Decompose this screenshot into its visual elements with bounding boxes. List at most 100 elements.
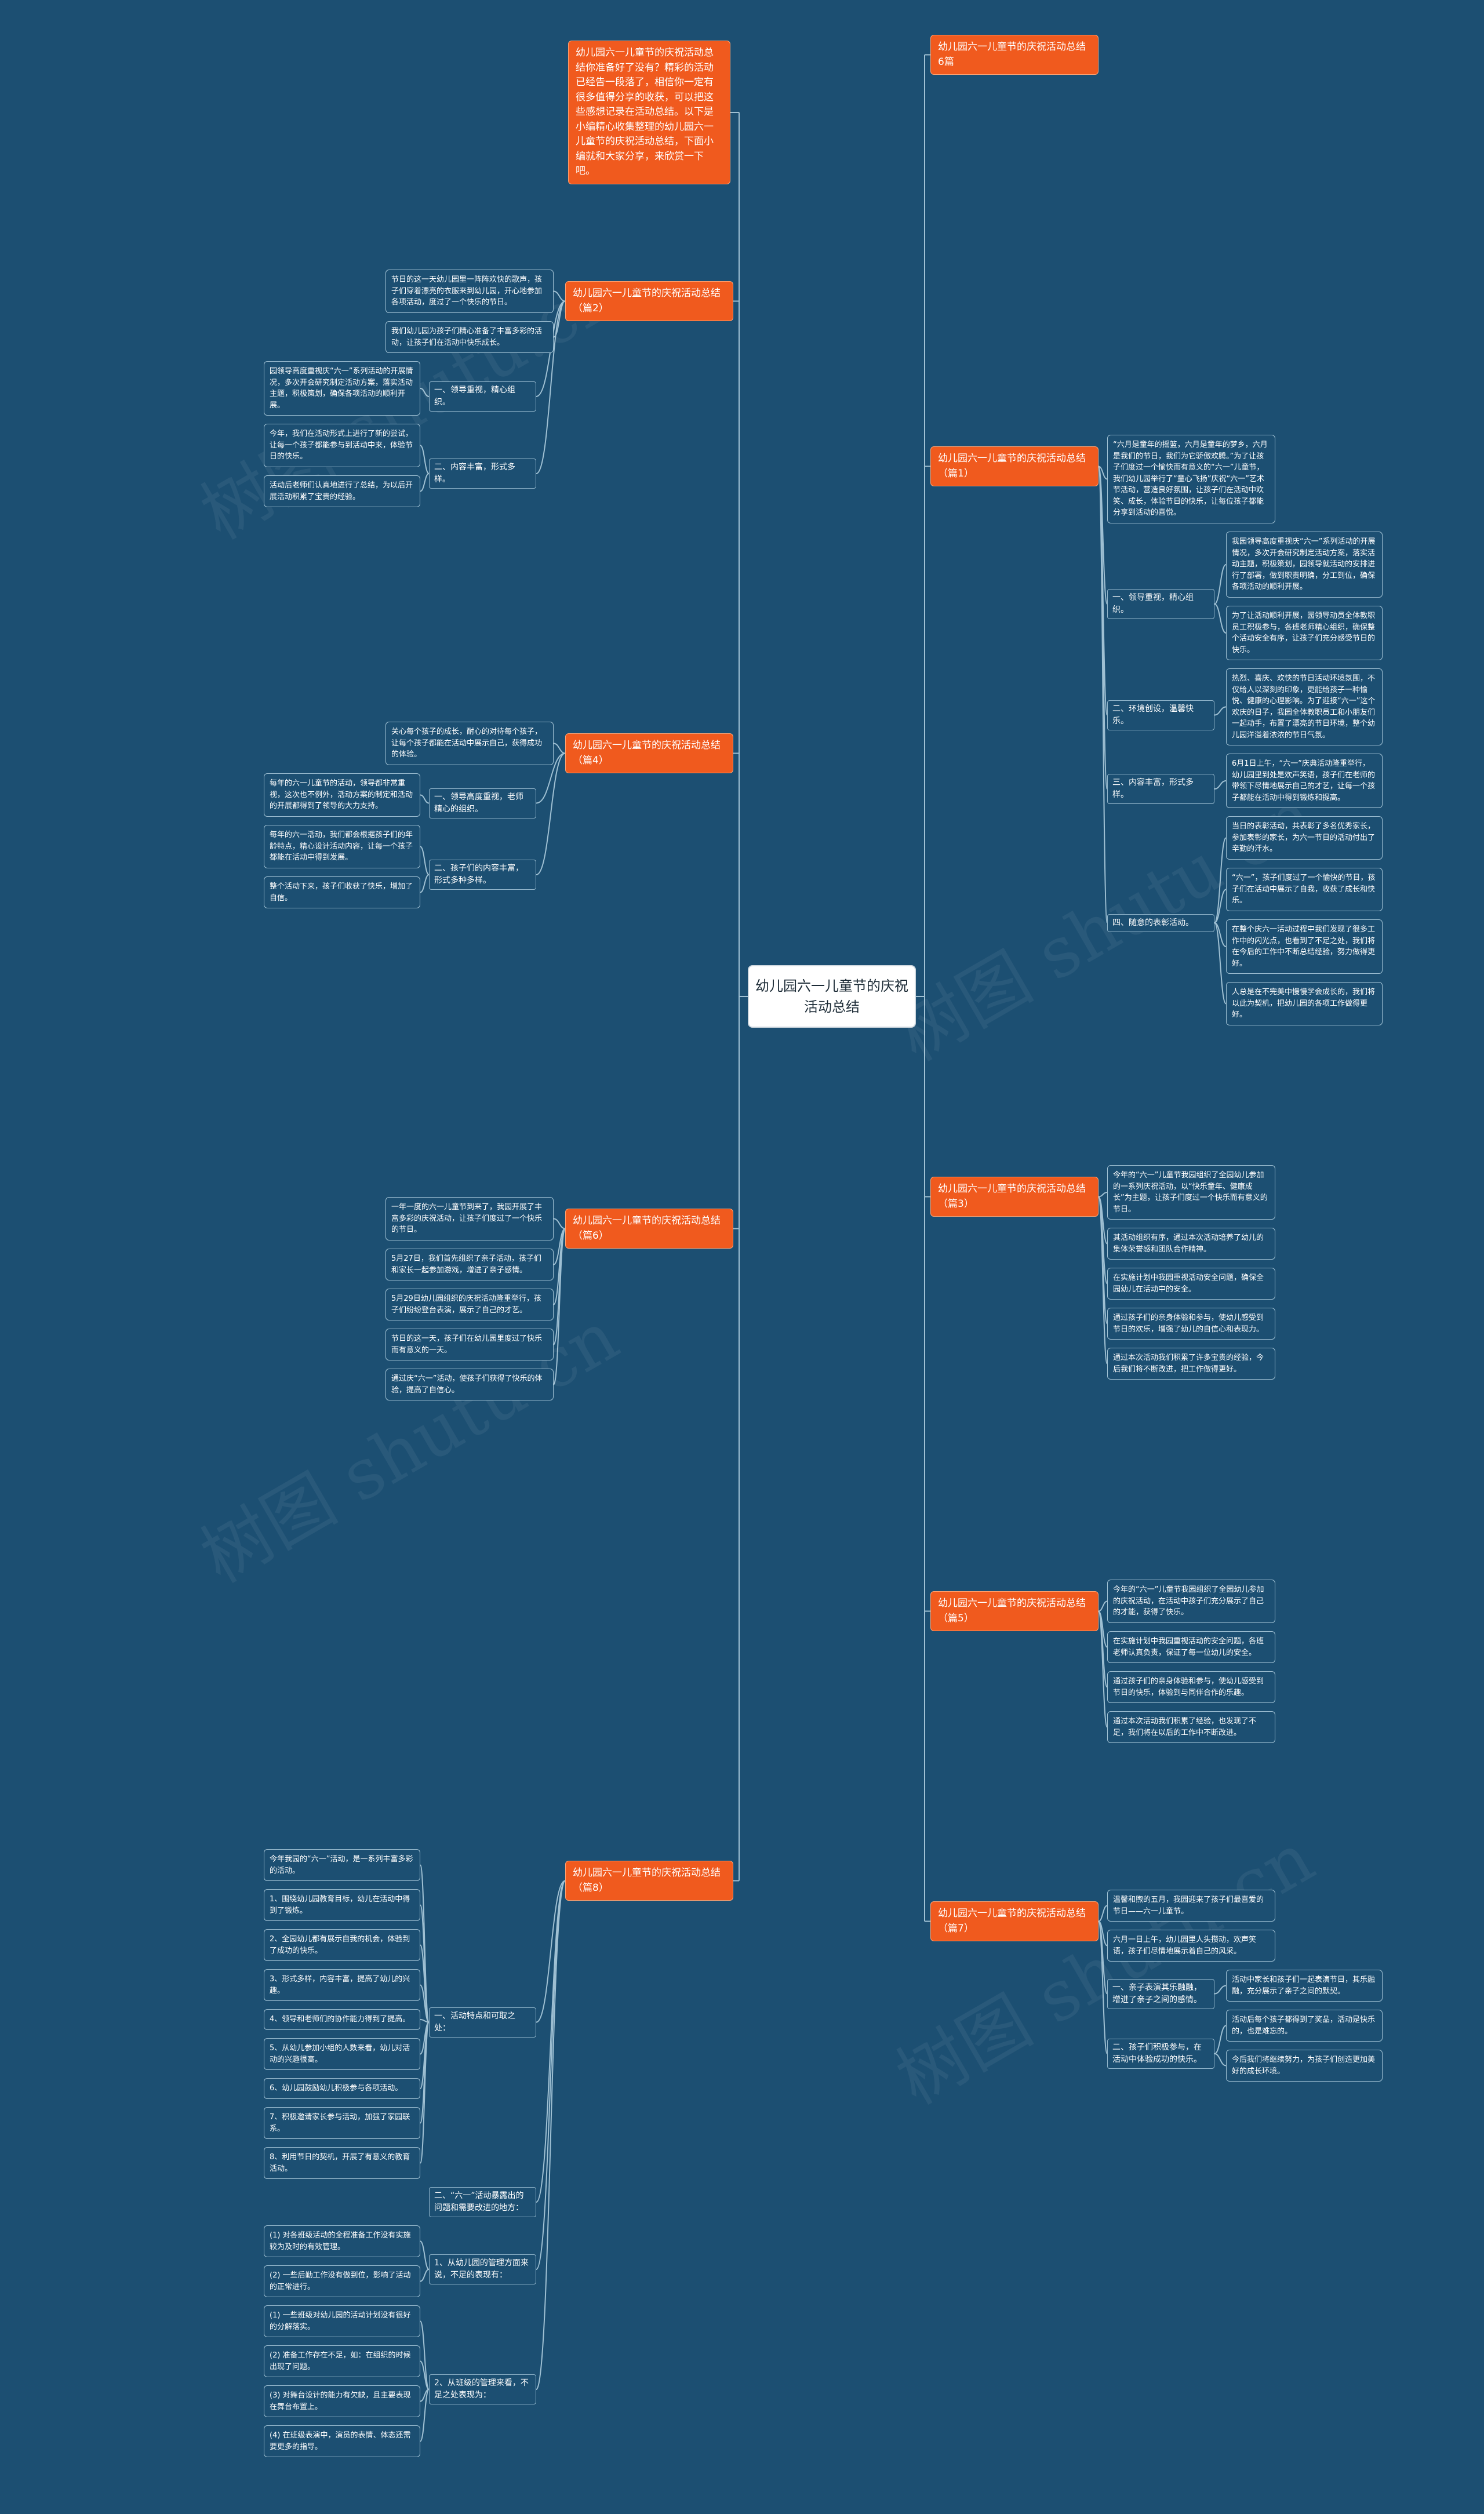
left-branch-3-text-3-2[interactable]: (3) 对舞台设计的能力有欠缺，且主要表现在舞台布置上。 [264, 2385, 420, 2417]
left-branch-1-text-1-0[interactable]: 每年的六一儿童节的活动，领导都非常重视，这次也不例外，活动方案的制定和活动的开展… [264, 773, 420, 817]
connector-line [536, 1880, 566, 2390]
left-branch-3-label-3[interactable]: 2、从班级的管理来看，不足之处表现为： [429, 2374, 536, 2404]
right-branch-3-text-0-1[interactable]: 在实施计划中我园重视活动的安全问题，各班老师认真负责，保证了每一位幼儿的安全。 [1107, 1631, 1275, 1663]
right-branch-1-text-4-0[interactable]: 当日的表彰活动，共表彰了多名优秀家长，参加表彰的家长，为六一节日的活动付出了辛勤… [1226, 816, 1383, 860]
left-branch-1[interactable]: 幼儿园六一儿童节的庆祝活动总结（篇4） [565, 733, 733, 773]
left-branch-3-text-0-5[interactable]: 5、从幼儿参加小组的人数来看，幼儿对活动的兴趣很高。 [264, 2038, 420, 2070]
right-branch-4-text-1-0[interactable]: 活动中家长和孩子们一起表演节目，其乐融融，充分展示了亲子之间的默契。 [1226, 1970, 1383, 2002]
connector-line [1214, 889, 1227, 923]
left-branch-3-text-3-0[interactable]: (1) 一些班级对幼儿园的活动计划没有很好的分解落实。 [264, 2305, 420, 2337]
right-branch-1[interactable]: 幼儿园六一儿童节的庆祝活动总结（篇1） [930, 446, 1099, 486]
right-branch-4-text-2-0[interactable]: 活动后每个孩子都得到了奖品，活动是快乐的，也是难忘的。 [1226, 2010, 1383, 2042]
left-branch-0-text-0-0[interactable]: 节日的这一天幼儿园里一阵阵欢快的歌声，孩子们穿着漂亮的衣服来到幼儿园，开心地参加… [385, 270, 554, 313]
right-branch-4-text-0-1[interactable]: 六月一日上午，幼儿园里人头攒动，欢声笑语，孩子们尽情地展示着自己的风采。 [1107, 1930, 1275, 1962]
connector-line [420, 1864, 430, 2023]
right-branch-1-label-2[interactable]: 二、环境创设，温馨快乐。 [1107, 700, 1214, 730]
connector-line [1098, 1600, 1108, 1612]
left-branch-3-text-0-0[interactable]: 今年我园的“六一”活动，是一系列丰富多彩的活动。 [264, 1849, 420, 1881]
left-branch-0-text-2-1[interactable]: 活动后老师们认真地进行了总结，为以后开展活动积累了宝贵的经验。 [264, 475, 420, 507]
right-branch-2-text-0-0[interactable]: 今年的“六一”儿童节我园组织了全园幼儿参加的一系列庆祝活动，以“快乐童年、健康成… [1107, 1165, 1275, 1220]
left-branch-3-text-0-8[interactable]: 8、利用节日的契机，开展了有意义的教育活动。 [264, 2147, 420, 2179]
left-branch-1-text-2-1[interactable]: 整个活动下来，孩子们收获了快乐，增加了自信。 [264, 876, 420, 908]
left-branch-3-text-0-3[interactable]: 3、形式多样，内容丰富，提高了幼儿的兴趣。 [264, 1969, 420, 2001]
left-branch-1-text-2-0[interactable]: 每年的六一活动，我们都会根据孩子们的年龄特点，精心设计活动内容，让每一个孩子都能… [264, 825, 420, 868]
connector-line [1098, 1192, 1108, 1198]
right-branch-1-text-2-0[interactable]: 热烈、喜庆、欢快的节日活动环境氛围，不仅给人以深刻的印象，更能给孩子一种愉悦、健… [1226, 668, 1383, 745]
left-branch-3-text-0-2[interactable]: 2、全园幼儿都有展示自我的机会，体验到了成功的快乐。 [264, 1929, 420, 1961]
left-branch-3-label-2[interactable]: 1、从幼儿园的管理方面来说，不足的表现有： [429, 2254, 536, 2284]
right-branch-1-label-4[interactable]: 四、随意的表彰活动。 [1107, 914, 1214, 932]
left-branch-1-text-0-0[interactable]: 关心每个孩子的成长，耐心的对待每个孩子，让每个孩子都能在活动中展示自己，获得成功… [385, 722, 554, 765]
left-branch-0-label-2[interactable]: 二、内容丰富，形式多样。 [429, 459, 536, 489]
left-branch-3-text-2-0[interactable]: (1) 对各班级活动的全程准备工作没有实施较为及时的有效管理。 [264, 2225, 420, 2257]
left-branch-1-label-2[interactable]: 二、孩子们的内容丰富，形式多种多样。 [429, 860, 536, 890]
right-branch-2[interactable]: 幼儿园六一儿童节的庆祝活动总结（篇3） [930, 1177, 1099, 1217]
right-branch-3-text-0-0[interactable]: 今年的“六一”儿童节我园组织了全园幼儿参加的庆祝活动，在活动中孩子们充分展示了自… [1107, 1580, 1275, 1623]
connector-line [420, 2021, 430, 2164]
left-branch-0[interactable]: 幼儿园六一儿童节的庆祝活动总结（篇2） [565, 281, 733, 321]
connector-line [553, 743, 566, 754]
right-branch-2-text-0-2[interactable]: 在实施计划中我园重视活动安全问题，确保全园幼儿在活动中的安全。 [1107, 1268, 1275, 1300]
right-branch-4[interactable]: 幼儿园六一儿童节的庆祝活动总结（篇7） [930, 1901, 1099, 1941]
left-branch-3[interactable]: 幼儿园六一儿童节的庆祝活动总结（篇8） [565, 1861, 733, 1901]
connector-line [420, 1984, 430, 2023]
right-branch-1-text-1-1[interactable]: 为了让活动顺利开展，园领导动员全体教职员工积极参与，各班老师精心组织，确保整个活… [1226, 606, 1383, 660]
left-branch-1-label-1[interactable]: 一、领导高度重视，老师精心的组织。 [429, 788, 536, 818]
connector-line [1214, 1985, 1227, 1995]
right-branch-3[interactable]: 幼儿园六一儿童节的庆祝活动总结（篇5） [930, 1591, 1099, 1631]
left-branch-3-label-0[interactable]: 一、活动特点和可取之处： [429, 2007, 536, 2038]
left-branch-3-text-3-3[interactable]: (4) 在班级表演中，演员的表情、体态还需要更多的指导。 [264, 2425, 420, 2457]
left-branch-0-text-0-1[interactable]: 我们幼儿园为孩子们精心准备了丰富多彩的活动，让孩子们在活动中快乐成长。 [385, 321, 554, 353]
left-branch-3-text-2-1[interactable]: (2) 一些后勤工作没有做到位，影响了活动的正常进行。 [264, 2265, 420, 2297]
right-branch-4-text-0-0[interactable]: 温馨和煦的五月，我园迎来了孩子们最喜爱的节日——六一儿童节。 [1107, 1890, 1275, 1922]
right-branch-4-label-1[interactable]: 一、亲子表演其乐融融，增进了亲子之间的感情。 [1107, 1978, 1214, 2009]
left-branch-3-text-3-1[interactable]: (2) 准备工作存在不足，如：在组织的时候出现了问题。 [264, 2345, 420, 2377]
left-branch-2-text-0-2[interactable]: 5月29日幼儿园组织的庆祝活动隆重举行，孩子们纷纷登台表演，展示了自己的才艺。 [385, 1289, 554, 1320]
connector-line [420, 2389, 430, 2442]
intro-node[interactable]: 幼儿园六一儿童节的庆祝活动总结你准备好了没有？精彩的活动已经告一段落了，相信你一… [568, 41, 730, 184]
left-branch-3-label-1[interactable]: 二、“六一”活动暴露出的问题和需要改进的地方： [429, 2187, 536, 2217]
connector-line [536, 1880, 566, 2270]
connector-line [420, 874, 430, 893]
connector-line [1214, 706, 1227, 716]
left-branch-3-text-0-6[interactable]: 6、幼儿园鼓励幼儿积极参与各项活动。 [264, 2078, 420, 2099]
connector-line [536, 752, 566, 875]
left-branch-0-text-1-0[interactable]: 园领导高度重视庆“六一”系列活动的开展情况，多次开会研究制定活动方案，落实活动主… [264, 361, 420, 416]
left-branch-3-text-0-7[interactable]: 7、积极邀请家长参与活动，加强了家园联系。 [264, 2107, 420, 2139]
connector-line [536, 300, 566, 474]
right-branch-1-text-4-3[interactable]: 人总是在不完美中慢慢学会成长的，我们将以此为契机，把幼儿园的各项工作做得更好。 [1226, 982, 1383, 1025]
left-branch-0-label-1[interactable]: 一、领导重视，精心组织。 [429, 381, 536, 412]
right-branch-3-text-0-3[interactable]: 通过本次活动我们积累了经验，也发现了不足，我们将在以后的工作中不断改进。 [1107, 1711, 1275, 1743]
connector-line [1098, 465, 1108, 923]
connector-line [420, 2269, 430, 2282]
right-branch-0[interactable]: 幼儿园六一儿童节的庆祝活动总结6篇 [930, 35, 1099, 75]
left-branch-0-text-2-0[interactable]: 今年，我们在活动形式上进行了新的尝试，让每一个孩子都能参与到活动中来，体验节日的… [264, 424, 420, 467]
connector-line [420, 2360, 430, 2390]
root-node[interactable]: 幼儿园六一儿童节的庆祝活动总结 [748, 965, 916, 1028]
left-branch-2-text-0-1[interactable]: 5月27日，我们首先组织了亲子活动，孩子们和家长一起参加游戏，增进了亲子感情。 [385, 1249, 554, 1280]
right-branch-1-text-4-2[interactable]: 在整个庆六一活动过程中我们发现了很多工作中的闪光点，也看到了不足之处，我们将在今… [1226, 919, 1383, 974]
left-branch-2-text-0-4[interactable]: 通过庆“六一”活动，使孩子们获得了快乐的体验，提高了自信心。 [385, 1369, 554, 1400]
right-branch-1-text-3-0[interactable]: 6月1日上午，“六一”庆典活动隆重举行，幼儿园里到处是欢声笑语，孩子们在老师的带… [1226, 754, 1383, 808]
right-branch-3-text-0-2[interactable]: 通过孩子们的亲身体验和参与，使幼儿感受到节日的快乐，体验到与同伴合作的乐趣。 [1107, 1671, 1275, 1703]
right-branch-1-label-1[interactable]: 一、领导重视，精心组织。 [1107, 589, 1214, 619]
connector-line [536, 752, 566, 804]
right-branch-4-text-2-1[interactable]: 今后我们将继续努力，为孩子们创造更加美好的成长环境。 [1226, 2050, 1383, 2082]
connector-line [1214, 2053, 1227, 2066]
connector-line [1214, 603, 1227, 634]
right-branch-1-label-3[interactable]: 三、内容丰富，形式多样。 [1107, 774, 1214, 804]
left-branch-2-text-0-3[interactable]: 节日的这一天，孩子们在幼儿园里度过了快乐而有意义的一天。 [385, 1329, 554, 1360]
connector-line [420, 388, 430, 397]
right-branch-2-text-0-4[interactable]: 通过本次活动我们积累了许多宝贵的经验，今后我们将不断改进，把工作做得更好。 [1107, 1348, 1275, 1380]
left-branch-2[interactable]: 幼儿园六一儿童节的庆祝活动总结（篇6） [565, 1209, 733, 1249]
connector-line [536, 1880, 566, 2023]
right-branch-1-text-1-0[interactable]: 我园领导高度重视庆“六一”系列活动的开展情况，多次开会研究制定活动方案，落实活动… [1226, 532, 1383, 598]
left-branch-2-text-0-0[interactable]: 一年一度的六一儿童节到来了，我园开展了丰富多彩的庆祝活动，让孩子们度过了一个快乐… [385, 1197, 554, 1240]
left-branch-3-text-0-1[interactable]: 1、围绕幼儿园教育目标，幼儿在活动中得到了锻炼。 [264, 1889, 420, 1921]
left-branch-3-text-0-4[interactable]: 4、领导和老师们的协作能力得到了提高。 [264, 2009, 420, 2030]
right-branch-4-label-2[interactable]: 二、孩子们积极参与，在活动中体验成功的快乐。 [1107, 2039, 1214, 2069]
right-branch-2-text-0-1[interactable]: 其活动组织有序，通过本次活动培养了幼儿的集体荣誉感和团队合作精神。 [1107, 1228, 1275, 1260]
right-branch-2-text-0-3[interactable]: 通过孩子们的亲身体验和参与，使幼儿感受到节日的欢乐，增强了幼儿的自信心和表现力。 [1107, 1308, 1275, 1340]
right-branch-1-text-0-0[interactable]: “六月是童年的摇篮，六月是童年的梦乡，六月是我们的节日，我们为它骄傲欢腾。”为了… [1107, 435, 1275, 523]
right-branch-1-text-4-1[interactable]: “六一”，孩子们度过了一个愉快的节日，孩子们在活动中展示了自我，收获了成长和快乐… [1226, 868, 1383, 911]
